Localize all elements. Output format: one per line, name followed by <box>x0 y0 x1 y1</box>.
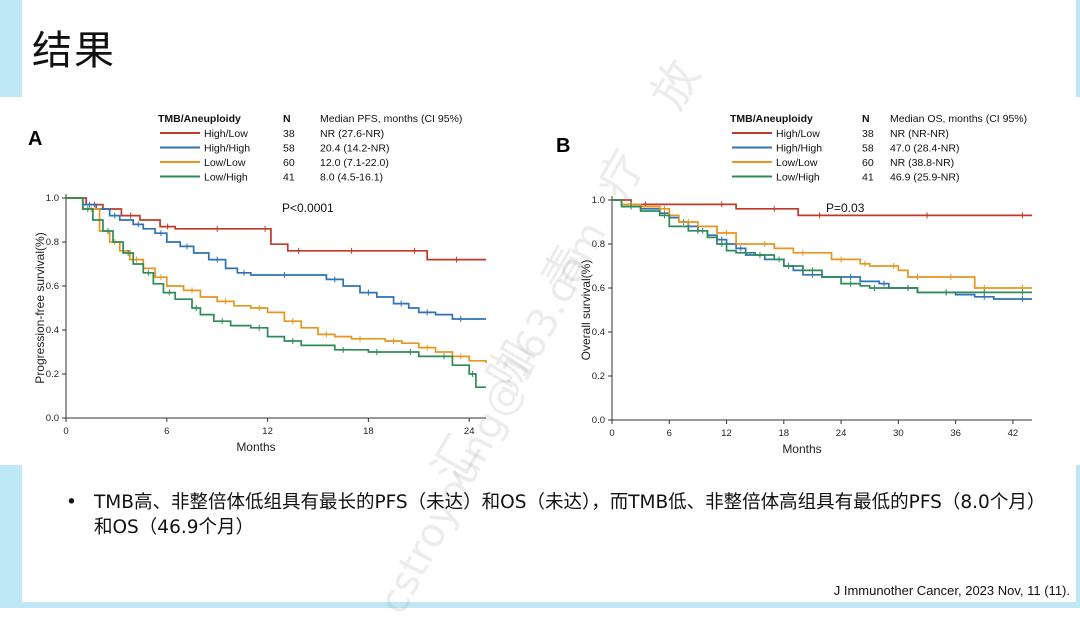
legend-n: 60 <box>283 157 295 169</box>
legend-label: High/Low <box>776 128 820 140</box>
x-axis-label: Months <box>236 440 275 454</box>
x-tick-label: 18 <box>779 428 790 439</box>
bullet-point: • TMB高、非整倍体低组具有最长的PFS（未达）和OS（未达），而TMB低、非… <box>66 490 1046 540</box>
legend-label: High/Low <box>204 128 248 140</box>
y-tick-label: 0.0 <box>46 413 59 424</box>
y-tick-label: 0.6 <box>46 281 59 292</box>
y-axis-label: Progression-free survival(%) <box>33 232 47 383</box>
figure-panel: A TMB/Aneuploidy N Median PFS, months (CI 9… <box>0 97 1080 465</box>
legend-median: 20.4 (14.2-NR) <box>320 143 389 155</box>
legend-header-group: TMB/Aneuploidy <box>730 113 813 125</box>
km-curve-low-high <box>612 199 1032 294</box>
legend-label: Low/Low <box>204 157 246 169</box>
y-tick-label: 0.8 <box>592 239 605 250</box>
legend-median: NR (27.6-NR) <box>320 128 384 140</box>
x-tick-label: 12 <box>721 428 732 439</box>
legend-header-median: Median PFS, months (CI 95%) <box>320 113 462 125</box>
km-curve-low-low <box>612 199 1032 289</box>
km-curve-low-high <box>66 197 486 389</box>
legend-median: 8.0 (4.5-16.1) <box>320 172 383 184</box>
y-tick-label: 0.2 <box>592 371 605 382</box>
os-kaplan-meier-chart: B TMB/Aneuploidy N Median OS, months (CI 95… <box>556 113 1032 456</box>
citation: J Immunother Cancer, 2023 Nov, 11 (11). <box>833 583 1070 598</box>
x-tick-label: 36 <box>950 428 961 439</box>
x-tick-label: 0 <box>609 428 614 439</box>
legend-header-n: N <box>862 113 870 125</box>
x-tick-label: 6 <box>164 426 169 437</box>
legend-median: 12.0 (7.1-22.0) <box>320 157 389 169</box>
y-tick-label: 1.0 <box>592 195 605 206</box>
legend-label: Low/High <box>204 172 248 184</box>
legend-label: High/High <box>204 143 250 155</box>
legend-label: High/High <box>776 143 822 155</box>
bottom-edge-stripe <box>0 602 1080 608</box>
x-tick-label: 42 <box>1008 428 1019 439</box>
p-value-annotation: P<0.0001 <box>282 201 334 215</box>
p-value-annotation: P=0.03 <box>826 201 865 215</box>
x-tick-label: 30 <box>893 428 904 439</box>
y-tick-label: 1.0 <box>46 193 59 204</box>
legend-median: NR (NR-NR) <box>890 128 949 140</box>
pfs-kaplan-meier-chart: A TMB/Aneuploidy N Median PFS, months (CI 9… <box>28 113 487 454</box>
legend-label: Low/Low <box>776 157 818 169</box>
y-axis-label: Overall survival(%) <box>579 260 593 361</box>
legend-header-median: Median OS, months (CI 95%) <box>890 113 1027 125</box>
x-tick-label: 0 <box>63 426 68 437</box>
legend-median: NR (38.8-NR) <box>890 157 954 169</box>
y-tick-label: 0.6 <box>592 283 605 294</box>
legend-n: 41 <box>283 172 295 184</box>
y-tick-label: 0.0 <box>592 415 605 426</box>
x-tick-label: 6 <box>667 428 672 439</box>
km-curve-high-low <box>612 199 1032 217</box>
km-curve-low-low <box>66 197 487 363</box>
bullet-text: TMB高、非整倍体低组具有最长的PFS（未达）和OS（未达），而TMB低、非整倍… <box>94 492 1046 538</box>
y-tick-label: 0.8 <box>46 237 59 248</box>
y-tick-label: 0.4 <box>46 325 59 336</box>
y-tick-label: 0.4 <box>592 327 605 338</box>
legend-n: 58 <box>862 143 874 155</box>
legend-header-n: N <box>283 113 291 125</box>
x-tick-label: 18 <box>363 426 374 437</box>
legend-n: 38 <box>283 128 295 140</box>
legend-n: 58 <box>283 143 295 155</box>
x-axis-label: Months <box>782 442 821 456</box>
x-tick-label: 12 <box>262 426 273 437</box>
legend-median: 46.9 (25.9-NR) <box>890 172 959 184</box>
panel-letter: B <box>556 135 570 157</box>
km-curve-high-low <box>66 197 486 261</box>
legend-n: 60 <box>862 157 874 169</box>
km-curve-high-high <box>66 197 486 320</box>
legend-n: 38 <box>862 128 874 140</box>
x-tick-label: 24 <box>836 428 847 439</box>
legend-header-group: TMB/Aneuploidy <box>158 113 241 125</box>
legend-n: 41 <box>862 172 874 184</box>
panel-letter: A <box>28 128 42 150</box>
x-tick-label: 24 <box>464 426 475 437</box>
y-tick-label: 0.2 <box>46 369 59 380</box>
legend-median: 47.0 (28.4-NR) <box>890 143 959 155</box>
bullet-marker: • <box>66 492 77 513</box>
slide-title: 结果 <box>32 28 116 74</box>
legend-label: Low/High <box>776 172 820 184</box>
